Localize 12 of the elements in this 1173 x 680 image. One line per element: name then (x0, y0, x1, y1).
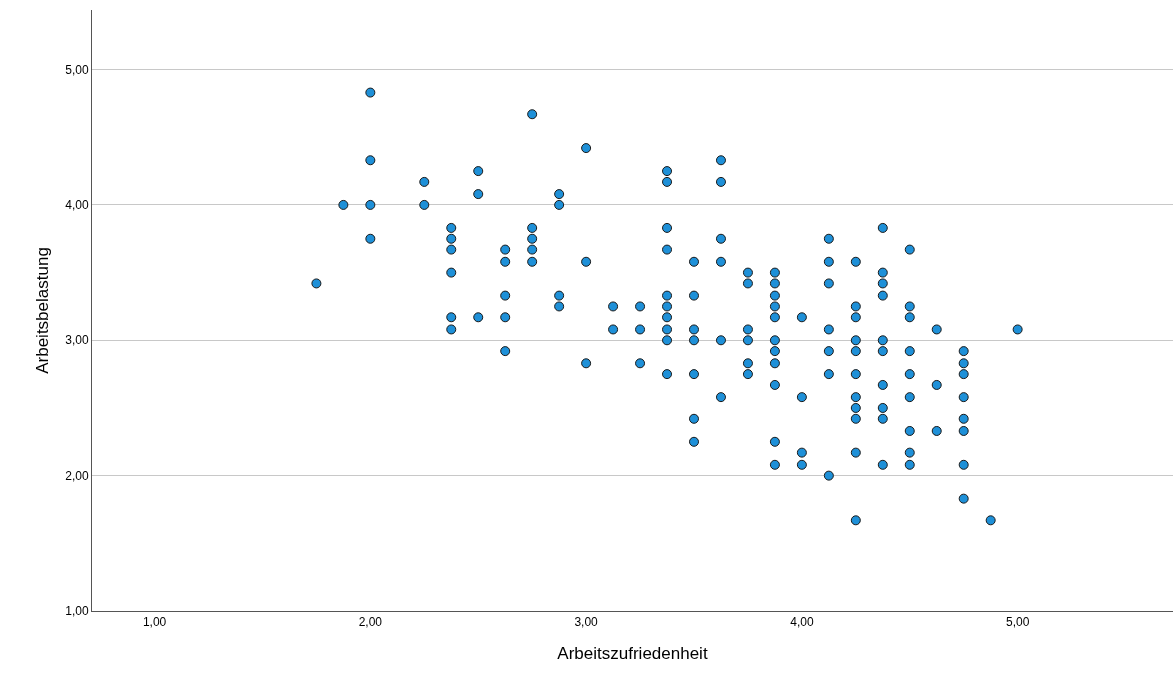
x-tick-label: 3,00 (574, 615, 599, 630)
x-tick-label: 1,00 (142, 615, 167, 630)
y-tick-label: 4,00 (65, 198, 89, 213)
y-tick-label: 5,00 (65, 62, 89, 77)
y-tick-label: 2,00 (65, 468, 89, 483)
x-tick-label: 5,00 (1005, 615, 1030, 630)
x-tick-label: 4,00 (790, 615, 814, 630)
x-axis-title: Arbeitszufriedenheit (557, 643, 708, 663)
y-axis-title: Arbeitsbelastung (32, 247, 52, 374)
y-tick-label: 3,00 (65, 333, 89, 348)
y-tick-label: 1,00 (65, 604, 89, 619)
x-tick-label: 2,00 (358, 615, 383, 630)
